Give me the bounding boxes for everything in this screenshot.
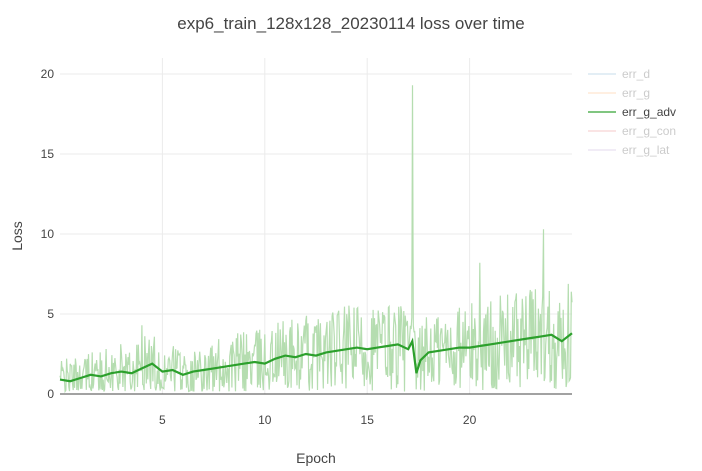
legend-label: err_g_lat xyxy=(622,143,670,157)
grid xyxy=(60,58,572,395)
legend: err_d err_g err_g_adv err_g_con err_g_lat xyxy=(588,67,676,157)
y-tick-label: 10 xyxy=(41,227,55,241)
err-g-adv-raw-line xyxy=(59,85,573,394)
y-tick-label: 15 xyxy=(41,147,55,161)
x-tick-label: 10 xyxy=(258,413,272,427)
chart-title: exp6_train_128x128_20230114 loss over ti… xyxy=(177,14,525,33)
legend-item-err-g-adv[interactable]: err_g_adv xyxy=(588,105,676,119)
y-tick-label: 5 xyxy=(47,307,54,321)
legend-item-err-g-con[interactable]: err_g_con xyxy=(588,124,676,138)
legend-label: err_d xyxy=(622,67,650,81)
y-axis-ticks: 0 5 10 15 20 xyxy=(41,67,55,401)
legend-label: err_g xyxy=(622,86,650,100)
legend-item-err-g[interactable]: err_g xyxy=(588,86,650,100)
legend-item-err-g-lat[interactable]: err_g_lat xyxy=(588,143,670,157)
legend-label: err_g_adv xyxy=(622,105,676,119)
legend-item-err-d[interactable]: err_d xyxy=(588,67,650,81)
raw-series xyxy=(59,85,573,394)
x-tick-label: 20 xyxy=(463,413,477,427)
x-axis-ticks: 5 10 15 20 xyxy=(159,413,477,427)
x-tick-label: 5 xyxy=(159,413,166,427)
err-g-adv-smoothed-line xyxy=(59,332,573,383)
y-tick-label: 20 xyxy=(41,67,55,81)
legend-label: err_g_con xyxy=(622,124,676,138)
y-axis-title: Loss xyxy=(9,221,25,251)
smoothed-series xyxy=(59,332,573,383)
y-tick-label: 0 xyxy=(47,387,54,401)
x-axis-title: Epoch xyxy=(296,450,336,466)
x-tick-label: 15 xyxy=(361,413,375,427)
